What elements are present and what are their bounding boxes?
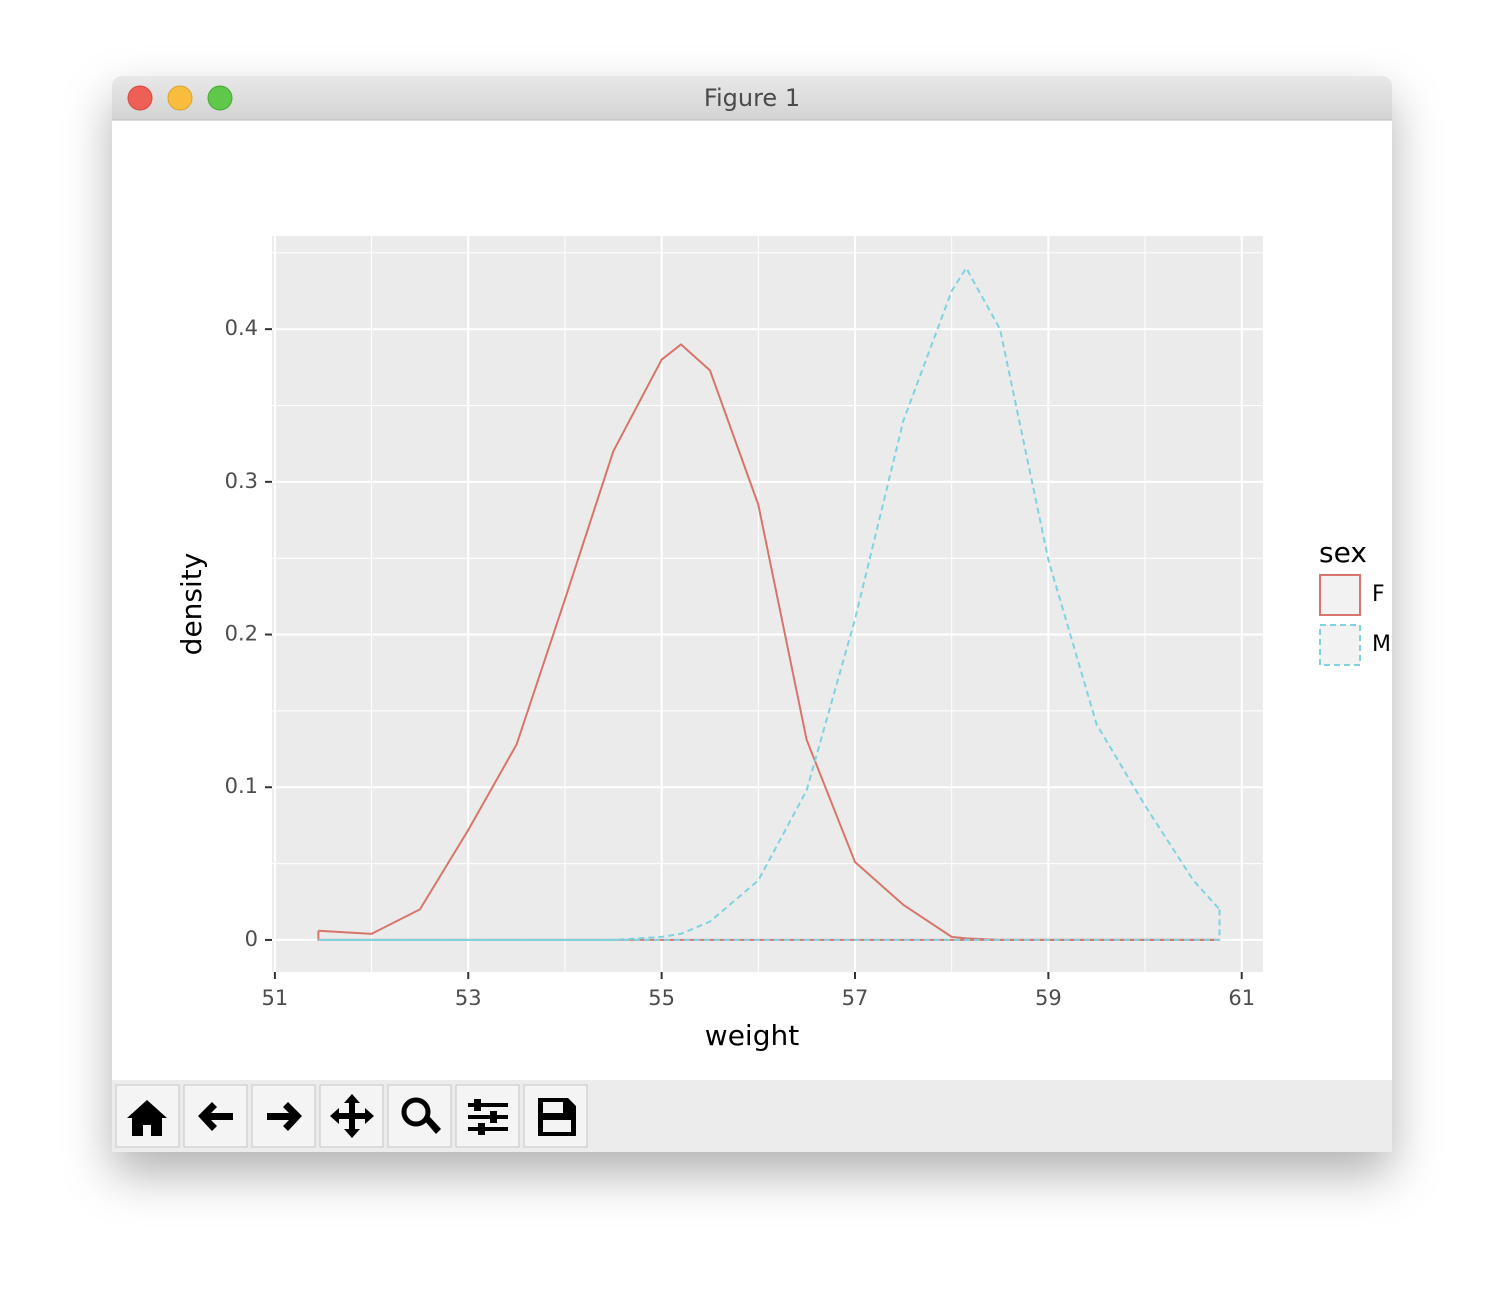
x-tick-label: 55 (648, 986, 675, 1010)
y-tick-label: 0 (245, 927, 258, 951)
pan-icon (330, 1094, 374, 1138)
title-bar (112, 76, 1392, 120)
legend-label: F (1372, 582, 1385, 607)
y-tick-label: 0.2 (225, 622, 258, 646)
x-tick-label: 51 (262, 986, 289, 1010)
marks (317, 267, 1221, 941)
forward-icon (267, 1102, 302, 1131)
home-icon (127, 1100, 167, 1136)
save-icon (538, 1098, 576, 1136)
zoom-icon (401, 1097, 431, 1127)
x-tick-label: 53 (455, 986, 482, 1010)
zoom-icon-handle (424, 1116, 441, 1134)
x-tick-label: 57 (842, 986, 869, 1010)
close-button[interactable] (127, 85, 153, 111)
plot-panel (272, 236, 1263, 972)
grid (272, 236, 1263, 972)
y-tick-label: 0.3 (225, 469, 258, 493)
x-tick-label: 61 (1228, 986, 1255, 1010)
density-line (318, 343, 1220, 941)
legend-title: sex (1319, 536, 1367, 569)
minimize-button[interactable] (167, 85, 193, 111)
y-tick-label: 0.4 (225, 316, 258, 340)
zoom-button[interactable] (207, 85, 233, 111)
legend-key (1319, 574, 1361, 616)
y-axis-label: density (175, 553, 208, 656)
legend-key (1319, 624, 1361, 666)
zoom-rect-button[interactable] (387, 1084, 452, 1148)
configure-icon (468, 1099, 508, 1135)
x-axis-label: weight (705, 1019, 799, 1052)
x-tick-label: 59 (1035, 986, 1062, 1010)
legend-label: M (1372, 632, 1391, 657)
toolbar-icons (127, 1094, 576, 1138)
window-title: Figure 1 (704, 84, 800, 112)
y-tick-label: 0.1 (225, 774, 258, 798)
back-icon (198, 1102, 233, 1131)
density-line (318, 267, 1221, 941)
